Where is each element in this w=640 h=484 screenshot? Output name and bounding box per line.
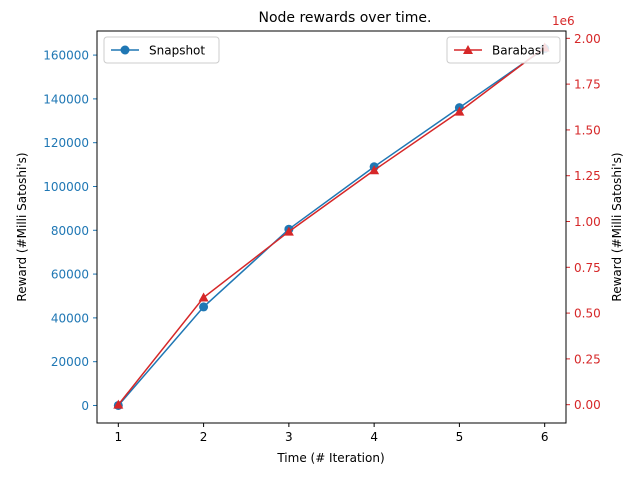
left-y-tick-label-7: 140000: [43, 92, 89, 106]
legend-snapshot-marker: [120, 45, 130, 55]
plot-frame: [96, 30, 567, 424]
right-y-tick-label-4: 1.00: [574, 215, 601, 229]
x-tick-label-6: 6: [541, 430, 549, 444]
right-y-axis-label: Reward (#Milli Satoshi's): [610, 152, 624, 301]
x-tick-label-4: 4: [370, 430, 378, 444]
left-y-tick-label-3: 60000: [51, 268, 89, 282]
x-axis: 1 2 3 4 5 6: [114, 423, 549, 444]
x-axis-label: Time (# Iteration): [276, 451, 384, 465]
left-y-tick-label-5: 100000: [43, 180, 89, 194]
right-y-tick-label-2: 0.50: [574, 307, 601, 321]
barabasi-point-5: [454, 106, 465, 116]
left-y-tick-label-6: 120000: [43, 136, 89, 150]
barabasi-point-1: [113, 399, 124, 409]
left-y-axis: 0 20000 40000 60000 80000 100000 120000 140000 1…: [43, 49, 97, 413]
legend-barabasi-marker: [463, 45, 473, 54]
x-tick-label-1: 1: [114, 430, 122, 444]
right-y-axis-offset-label: 1e6: [552, 14, 575, 28]
x-tick-label-2: 2: [200, 430, 208, 444]
legend-barabasi-label: Barabasi: [492, 44, 544, 58]
legend-snapshot: Snapshot: [103, 36, 220, 64]
right-y-tick-label-3: 0.75: [574, 261, 601, 275]
left-y-tick-label-4: 80000: [51, 224, 89, 238]
x-tick-label-3: 3: [285, 430, 293, 444]
left-y-tick-label-1: 20000: [51, 355, 89, 369]
barabasi-point-4: [369, 165, 380, 175]
right-y-tick-label-0: 0.00: [574, 398, 601, 412]
right-y-axis: 0.00 0.25 0.50 0.75 1.00 1.25 1.50 1.75 2.00: [566, 32, 601, 412]
right-y-tick-label-7: 1.75: [574, 78, 601, 92]
right-y-tick-label-6: 1.50: [574, 123, 601, 137]
left-y-tick-label-2: 40000: [51, 311, 89, 325]
right-y-tick-label-8: 2.00: [574, 32, 601, 46]
legend-barabasi: Barabasi: [446, 36, 561, 64]
right-y-tick-label-1: 0.25: [574, 352, 601, 366]
right-y-tick-label-5: 1.25: [574, 169, 601, 183]
left-y-tick-label-0: 0: [81, 399, 89, 413]
left-y-axis-label: Reward (#Milli Satoshi's): [15, 152, 29, 301]
x-tick-label-5: 5: [456, 430, 464, 444]
snapshot-point-2: [199, 302, 209, 312]
left-y-tick-label-8: 160000: [43, 49, 89, 63]
legend-snapshot-label: Snapshot: [149, 44, 205, 58]
barabasi-point-2: [198, 292, 209, 302]
barabasi-line: [117, 46, 546, 406]
barabasi-point-3: [283, 226, 294, 236]
series-layer: [113, 42, 550, 410]
chart-title: Node rewards over time.: [259, 10, 432, 26]
snapshot-line: [117, 47, 546, 406]
